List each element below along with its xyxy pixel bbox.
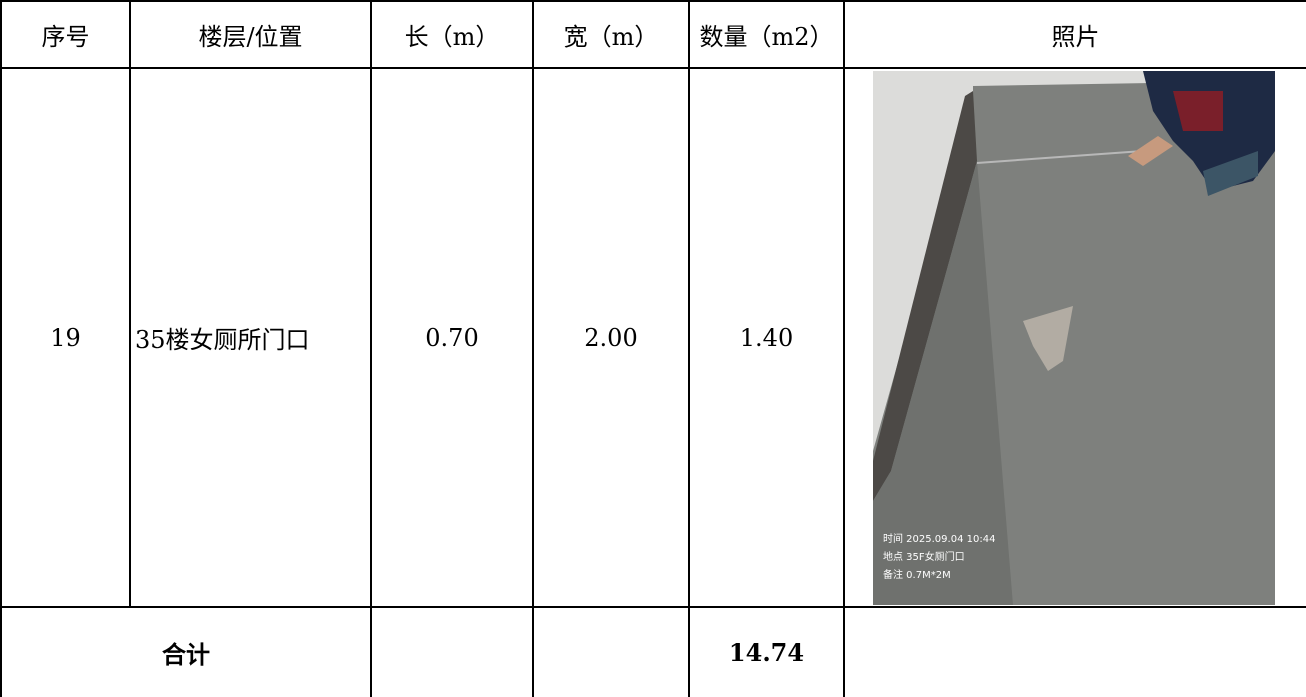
shoe: [1203, 150, 1258, 196]
header-row: 序号 楼层/位置 长（m） 宽（m） 数量（m2） 照片: [0, 0, 1306, 69]
data-row: 19 35楼女厕所门口 0.70 2.00 1.40 时间 2025.09.04…: [0, 67, 1306, 608]
header-cell: 楼层/位置: [129, 0, 372, 69]
person-shirt: [1173, 90, 1223, 131]
cell: [532, 606, 690, 697]
total-label: 合计: [0, 606, 372, 697]
tape: [976, 149, 1144, 164]
site-photo: 时间 2025.09.04 10:44 地点 35F女厕门口 备注 0.7M*2…: [873, 70, 1275, 605]
header-cell: 长（m）: [370, 0, 534, 69]
photo-caption: 时间 2025.09.04 10:44: [883, 532, 995, 545]
header-cell: 数量（m2）: [688, 0, 845, 69]
total-row: 合计 14.74: [0, 606, 1306, 697]
cell: 19: [0, 67, 131, 608]
floor-shade: [873, 160, 1013, 605]
cell: [843, 606, 1306, 697]
cell: 0.70: [370, 67, 534, 608]
cell: 2.00: [532, 67, 690, 608]
cell: 35楼女厕所门口: [129, 67, 372, 608]
cell: 1.40: [688, 67, 845, 608]
header-cell: 序号: [0, 0, 131, 69]
wall: [873, 70, 1275, 451]
patch: [1023, 305, 1073, 371]
hand: [1128, 135, 1173, 166]
baseboard: [873, 90, 977, 501]
cell: [370, 606, 534, 697]
photo-caption: 地点 35F女厕门口: [883, 550, 965, 563]
total-value: 14.74: [688, 606, 845, 697]
photo-cell: 时间 2025.09.04 10:44 地点 35F女厕门口 备注 0.7M*2…: [843, 67, 1306, 608]
photo-caption: 备注 0.7M*2M: [883, 568, 951, 581]
header-cell: 照片: [843, 0, 1306, 69]
header-cell: 宽（m）: [532, 0, 690, 69]
